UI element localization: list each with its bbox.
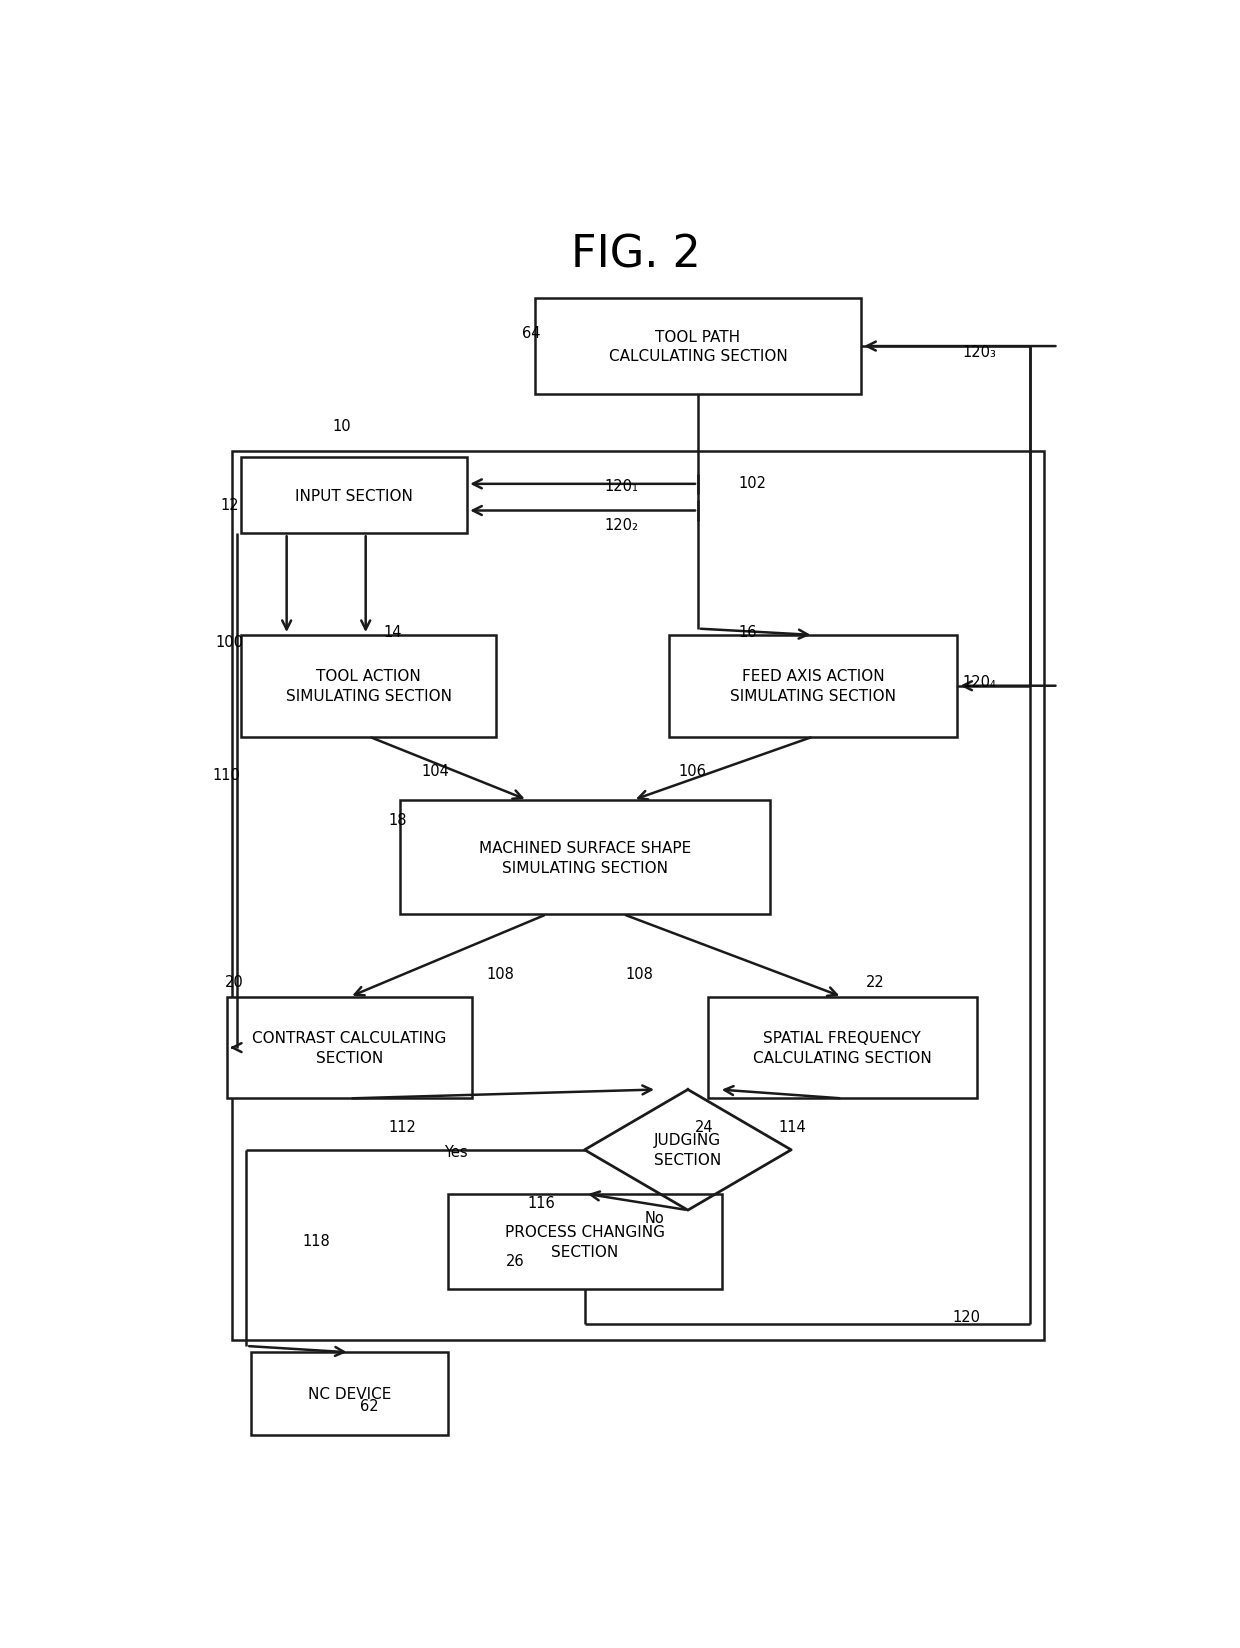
Text: 64: 64 — [522, 326, 541, 341]
Text: FIG. 2: FIG. 2 — [570, 234, 701, 277]
Text: 18: 18 — [388, 812, 407, 827]
Text: 120₄: 120₄ — [962, 676, 996, 691]
Text: 14: 14 — [383, 625, 402, 639]
Text: NC DEVICE: NC DEVICE — [308, 1386, 392, 1401]
Text: CONTRAST CALCULATING
SECTION: CONTRAST CALCULATING SECTION — [253, 1030, 446, 1065]
Text: 102: 102 — [738, 476, 766, 491]
Text: 22: 22 — [866, 974, 885, 989]
Text: 16: 16 — [738, 625, 756, 639]
Bar — [670, 636, 957, 737]
Bar — [534, 300, 862, 394]
Text: SPATIAL FREQUENCY
CALCULATING SECTION: SPATIAL FREQUENCY CALCULATING SECTION — [753, 1030, 931, 1065]
Text: 62: 62 — [360, 1398, 378, 1414]
Text: 116: 116 — [528, 1195, 556, 1210]
Text: 108: 108 — [626, 967, 653, 982]
Text: 24: 24 — [696, 1119, 714, 1134]
Text: 26: 26 — [506, 1254, 525, 1269]
Bar — [448, 1193, 722, 1289]
Text: 104: 104 — [422, 763, 449, 780]
Text: 110: 110 — [213, 768, 241, 783]
Text: 120₃: 120₃ — [962, 344, 996, 359]
Text: 120: 120 — [952, 1310, 981, 1325]
Text: TOOL PATH
CALCULATING SECTION: TOOL PATH CALCULATING SECTION — [609, 330, 787, 364]
Bar — [227, 997, 472, 1099]
Text: 10: 10 — [332, 419, 351, 433]
Bar — [242, 458, 467, 534]
Text: Yes: Yes — [444, 1144, 467, 1160]
Text: MACHINED SURFACE SHAPE
SIMULATING SECTION: MACHINED SURFACE SHAPE SIMULATING SECTIO… — [479, 840, 691, 875]
Text: 12: 12 — [221, 498, 239, 513]
Text: JUDGING
SECTION: JUDGING SECTION — [655, 1132, 722, 1167]
Text: 114: 114 — [779, 1119, 806, 1134]
Bar — [232, 452, 1044, 1340]
Text: 106: 106 — [678, 763, 707, 780]
Text: PROCESS CHANGING
SECTION: PROCESS CHANGING SECTION — [505, 1224, 665, 1259]
Text: 108: 108 — [486, 967, 515, 982]
Text: 100: 100 — [216, 634, 243, 649]
Bar — [401, 801, 770, 915]
Polygon shape — [584, 1089, 791, 1210]
Text: 120₂: 120₂ — [605, 517, 639, 532]
Bar — [708, 997, 977, 1099]
Bar — [242, 636, 496, 737]
Text: FEED AXIS ACTION
SIMULATING SECTION: FEED AXIS ACTION SIMULATING SECTION — [730, 669, 897, 704]
Text: 118: 118 — [303, 1233, 330, 1248]
Text: 120₁: 120₁ — [605, 478, 639, 493]
Text: INPUT SECTION: INPUT SECTION — [295, 488, 413, 503]
Text: 20: 20 — [226, 974, 244, 989]
Text: No: No — [645, 1211, 665, 1226]
Text: 112: 112 — [388, 1119, 417, 1134]
Text: TOOL ACTION
SIMULATING SECTION: TOOL ACTION SIMULATING SECTION — [286, 669, 451, 704]
Bar — [250, 1353, 448, 1435]
